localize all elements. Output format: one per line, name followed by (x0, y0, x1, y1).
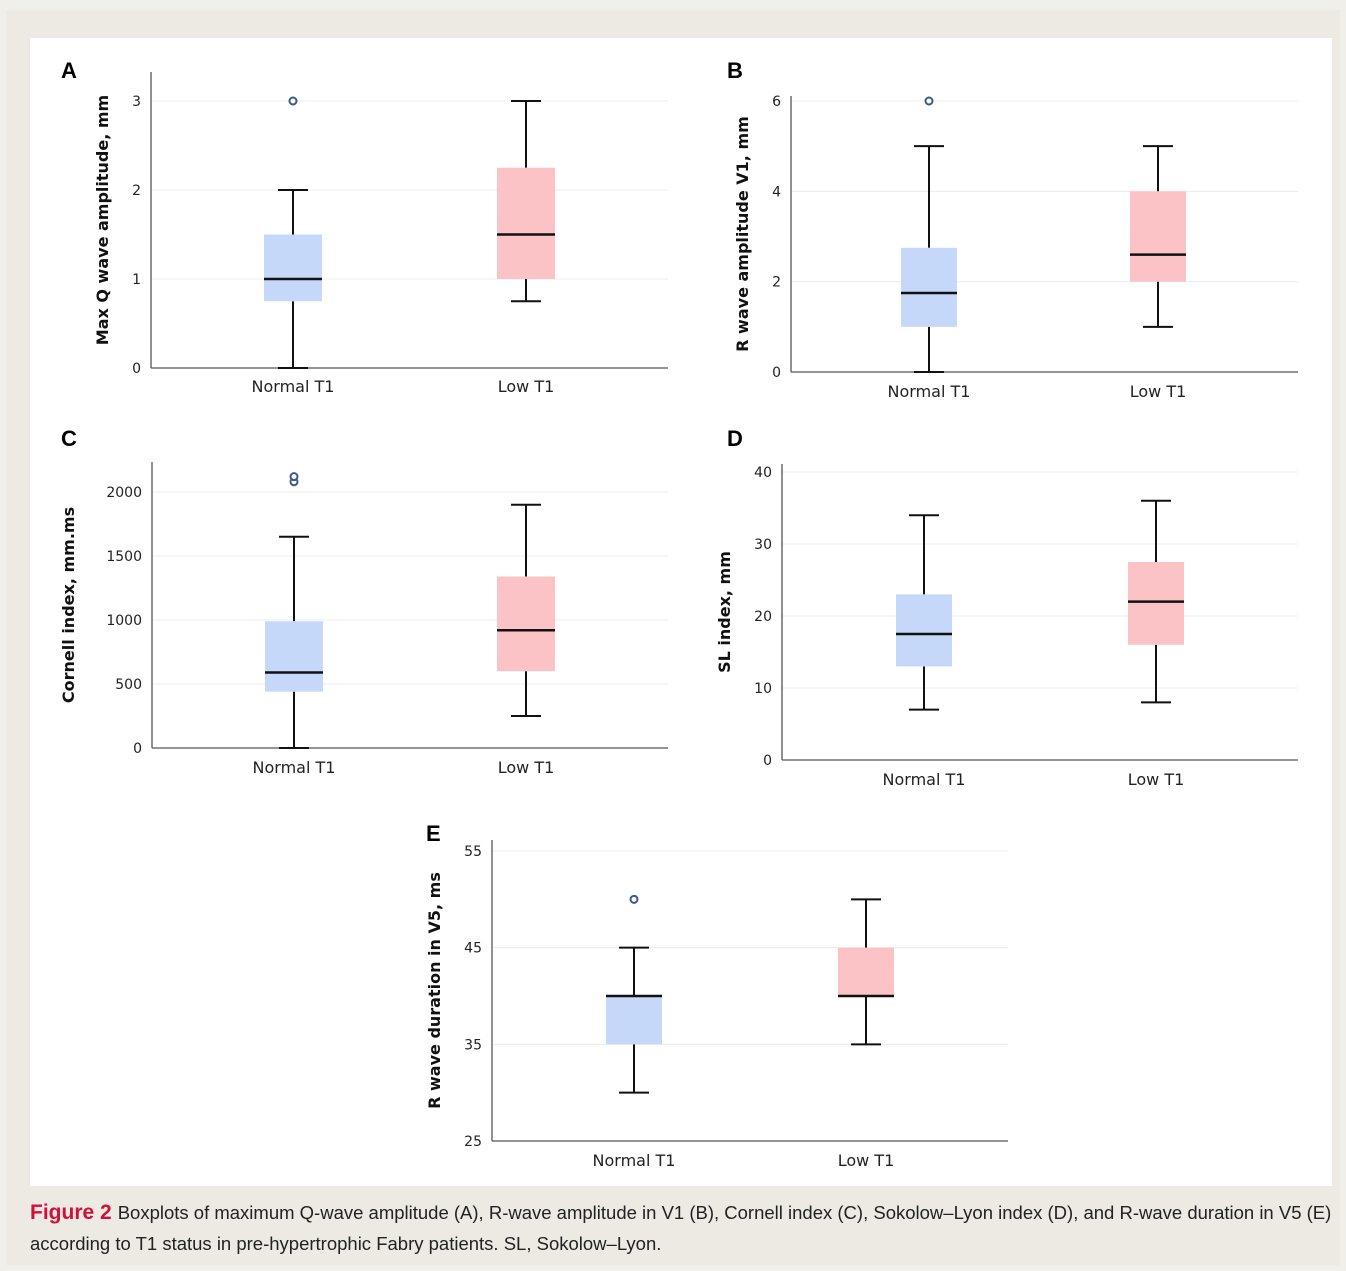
x-category-label: Normal T1 (252, 377, 335, 396)
iqr-box (1128, 562, 1184, 645)
panel-letter: E (426, 821, 441, 846)
chart-panel-d: 0 10 20 30 40 D SL index, mm Normal T1 Low T1 (715, 426, 1298, 789)
x-category-label: Normal T1 (883, 770, 966, 789)
y-tick-label: 20 (754, 609, 772, 625)
x-category-label: Low T1 (838, 1151, 895, 1170)
y-tick-label: 45 (464, 941, 482, 957)
y-tick-label: 4 (772, 184, 781, 200)
iqr-box (265, 621, 323, 692)
box-group-low-t1 (838, 898, 894, 1046)
iqr-box (838, 947, 894, 996)
box-group-normal-t1 (606, 894, 662, 1094)
x-category-label: Normal T1 (593, 1151, 676, 1170)
y-tick-label: 2 (132, 183, 141, 199)
caption-label: Figure 2 (30, 1201, 112, 1224)
y-tick-label: 35 (464, 1037, 482, 1053)
y-tick-label: 55 (464, 844, 482, 860)
y-tick-label: 2 (772, 275, 781, 291)
box-group-low-t1 (497, 100, 555, 303)
y-axis-title: R wave amplitude V1, mm (733, 116, 752, 352)
panel-letter: A (61, 58, 77, 83)
iqr-box (264, 234, 322, 302)
iqr-box (497, 576, 555, 672)
panel-letter: B (727, 58, 743, 83)
y-axis-title: SL index, mm (715, 551, 734, 673)
box-group-normal-t1 (264, 96, 322, 369)
y-axis-title: Cornell index, mm.ms (59, 507, 78, 703)
chart-panel-b: 0 2 4 6 B R wave amplitude V1, mm Normal T1 Low… (727, 58, 1298, 401)
figure-caption: Figure 2 Boxplots of maximum Q-wave ampli… (30, 1197, 1336, 1259)
caption-text: Boxplots of maximum Q-wave amplitude (A)… (30, 1202, 1332, 1254)
chart-panel-a: 0 1 2 3 A Max Q wave amplitude, mm Normal T1 Lo… (61, 58, 668, 396)
outlier-point (629, 894, 639, 904)
y-axis-title: Max Q wave amplitude, mm (93, 95, 112, 345)
y-tick-label: 1000 (106, 613, 142, 629)
y-axis-title: R wave duration in V5, ms (425, 872, 444, 1109)
x-category-label: Low T1 (498, 758, 555, 777)
box-group-low-t1 (1130, 145, 1186, 328)
iqr-box (901, 247, 957, 327)
y-tick-label: 30 (754, 537, 772, 553)
panel-letter: C (61, 426, 77, 451)
y-tick-label: 25 (464, 1134, 482, 1150)
y-tick-label: 1500 (106, 549, 142, 565)
y-tick-label: 0 (133, 741, 142, 757)
y-tick-label: 10 (754, 681, 772, 697)
iqr-box (606, 996, 662, 1045)
box-group-low-t1 (497, 503, 555, 717)
outlier-point (288, 96, 298, 106)
x-category-label: Low T1 (1130, 382, 1187, 401)
x-category-label: Low T1 (498, 377, 555, 396)
iqr-box (896, 594, 952, 667)
y-tick-label: 500 (115, 677, 142, 693)
y-tick-label: 1 (132, 272, 141, 288)
figure-panel (30, 38, 1332, 1186)
y-tick-label: 2000 (106, 485, 142, 501)
iqr-box (1130, 191, 1186, 282)
box-group-normal-t1 (901, 96, 957, 373)
chart-panel-e: 25 35 45 55 E R wave duration in V5, ms Normal… (425, 821, 1008, 1170)
chart-panel-c: 0 500 1000 1500 2000 C Cornell index, mm.ms Nor… (59, 426, 668, 777)
boxplot-figure: 0 1 2 3 A Max Q wave amplitude, mm Normal T1 Lo… (59, 58, 1298, 1170)
iqr-box (497, 167, 555, 279)
y-tick-label: 40 (754, 465, 772, 481)
y-tick-label: 0 (132, 361, 141, 377)
box-group-normal-t1 (896, 514, 952, 711)
y-tick-label: 3 (132, 94, 141, 110)
y-tick-label: 0 (772, 365, 781, 381)
y-tick-label: 0 (763, 753, 772, 769)
box-group-low-t1 (1128, 499, 1184, 704)
box-group-normal-t1 (265, 472, 323, 749)
panel-letter: D (727, 426, 743, 451)
x-category-label: Normal T1 (888, 382, 971, 401)
outlier-point (289, 472, 299, 482)
x-category-label: Normal T1 (253, 758, 336, 777)
outlier-point (924, 96, 934, 106)
x-category-label: Low T1 (1128, 770, 1185, 789)
y-tick-label: 6 (772, 94, 781, 110)
